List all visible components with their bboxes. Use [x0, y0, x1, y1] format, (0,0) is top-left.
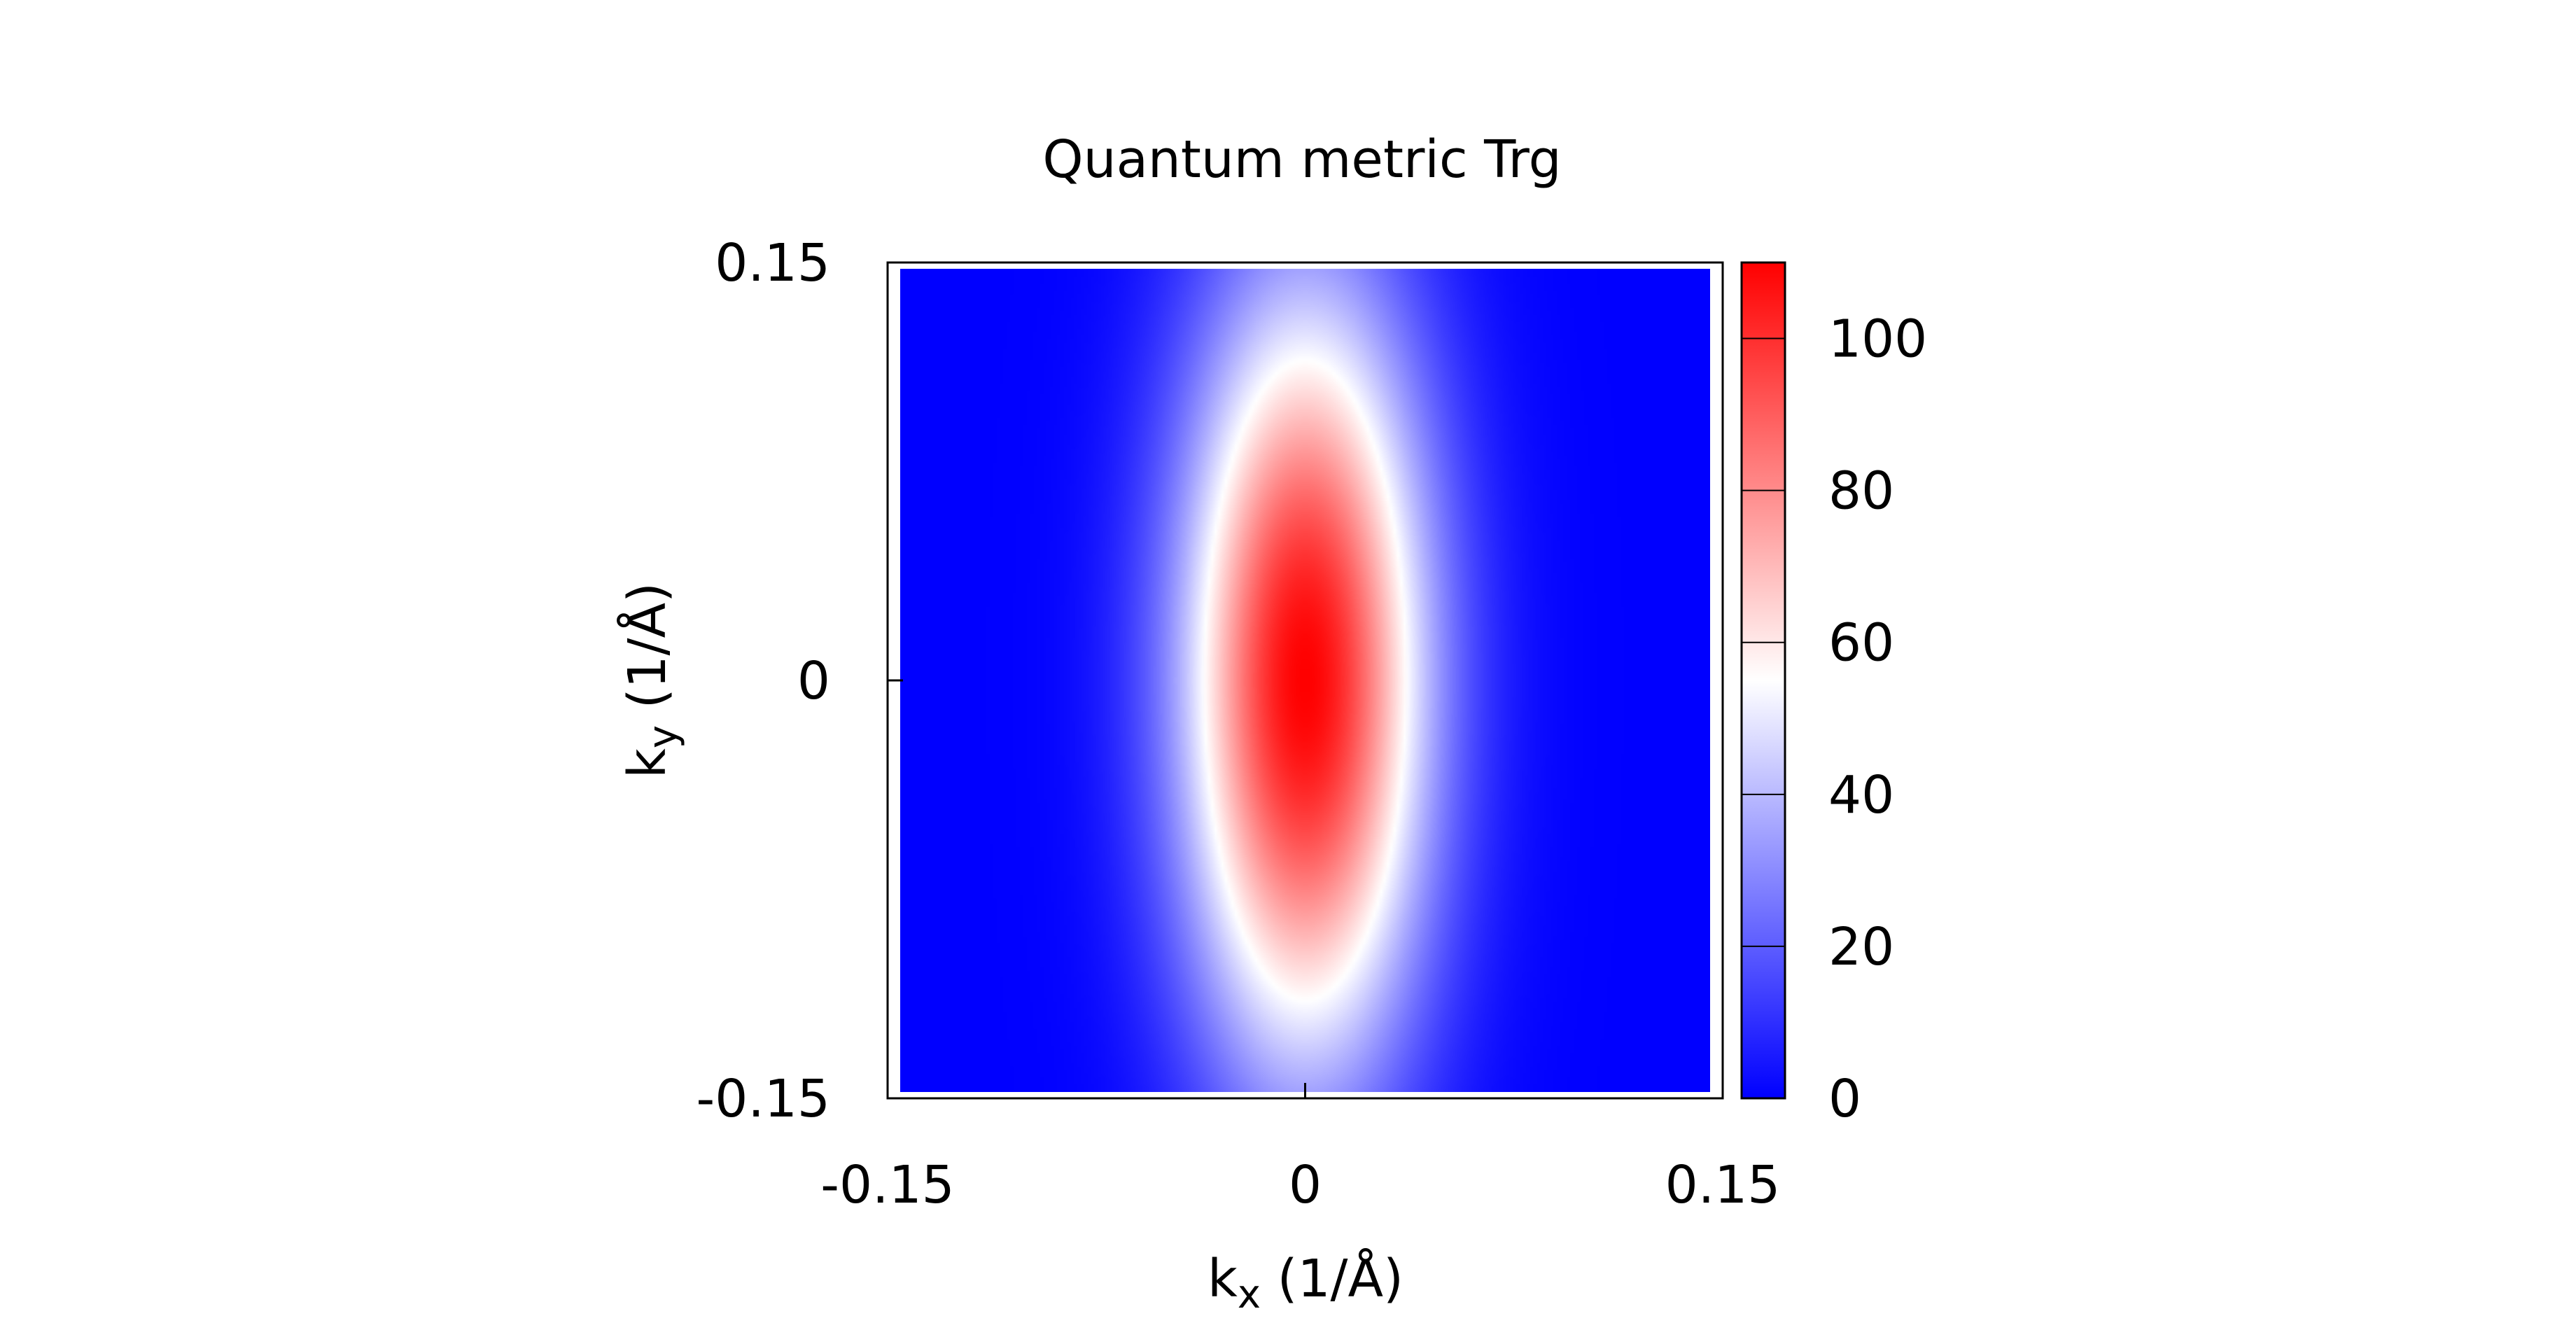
x-axis-label-base: k	[1208, 1249, 1238, 1309]
colorbar-tick-label: 20	[1828, 917, 1894, 977]
colorbar: 0 20 40 60 80 100	[1740, 261, 1927, 1129]
colorbar-tick-label: 80	[1828, 461, 1894, 522]
colorbar-tick-label: 60	[1828, 613, 1894, 673]
heatmap-raster	[900, 269, 1710, 1092]
chart-title: Quantum metric Trg	[1042, 130, 1561, 190]
y-axis-label-subscript: y	[640, 725, 686, 748]
y-axis-label-group: ky (1/Å)	[616, 582, 686, 778]
colorbar-tick-label: 0	[1828, 1069, 1861, 1129]
x-axis-label-subscript: x	[1238, 1272, 1261, 1317]
x-axis-ticks: -0.15 0 0.15	[820, 1083, 1780, 1215]
colorbar-ticks: 0 20 40 60 80 100	[1742, 309, 1927, 1129]
y-tick-label: 0	[797, 651, 830, 711]
x-tick-label: -0.15	[820, 1155, 954, 1215]
x-tick-label: 0.15	[1665, 1155, 1781, 1215]
colorbar-fill	[1740, 261, 1786, 1100]
x-axis-label: kx (1/Å)	[1208, 1247, 1404, 1317]
heatmap-plot-area: -0.15 0 0.15 0.15 0 -0.15	[696, 233, 1781, 1215]
y-tick-label: -0.15	[696, 1069, 830, 1129]
x-tick-label: 0	[1289, 1155, 1322, 1215]
colorbar-tick-label: 40	[1828, 765, 1894, 825]
y-axis-label: ky (1/Å)	[616, 582, 686, 778]
y-axis-label-base: k	[617, 748, 678, 778]
y-axis-ticks: 0.15 0 -0.15	[696, 233, 903, 1129]
x-axis-label-unit: (1/Å)	[1261, 1247, 1404, 1309]
colorbar-tick-label: 100	[1828, 309, 1927, 370]
y-axis-label-unit: (1/Å)	[616, 582, 678, 725]
y-tick-label: 0.15	[715, 233, 830, 293]
